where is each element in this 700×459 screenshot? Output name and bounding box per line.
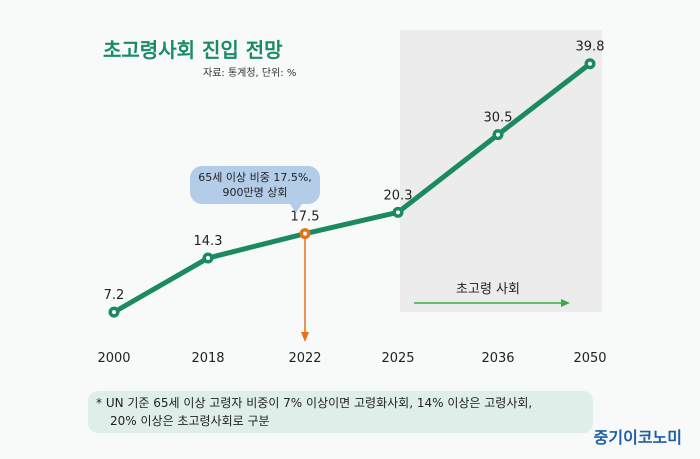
series-line [111,61,593,315]
x-tick-label: 2018 [191,351,224,366]
super-aged-label: 초고령 사회 [456,282,520,297]
data-point-center [303,231,307,236]
data-label: 39.8 [576,40,605,55]
data-label: 17.5 [291,210,320,225]
x-tick-label: 2036 [481,351,514,366]
highlight-drop-arrowhead [301,332,309,342]
x-tick-label: 2025 [381,351,414,366]
callout-line-1: 65세 이상 비중 17.5%, [198,171,312,184]
publisher-logo: 중기이코노미 [593,428,682,447]
footnote-line-2: 20% 이상은 초고령사회로 구분 [110,414,270,428]
data-label: 20.3 [384,188,413,203]
footnote: * UN 기준 65세 이상 고령자 비중이 7% 이상이면 고령화사회, 14… [88,391,593,433]
data-source: 자료: 통계청, 단위: % [203,68,297,79]
data-label: 14.3 [194,234,223,249]
x-tick-label: 2000 [97,351,130,366]
data-label: 30.5 [484,111,513,126]
x-tick-label: 2050 [573,351,606,366]
x-tick-label: 2022 [288,351,321,366]
data-point-center [396,210,400,215]
data-point-center [588,61,592,66]
super-aged-region [400,30,602,312]
super-aged-arrowhead [561,299,570,307]
data-point-center [206,256,210,261]
footnote-line-1: * UN 기준 65세 이상 고령자 비중이 7% 이상이면 고령화사회, 14… [96,396,533,410]
data-point-center [112,310,116,315]
chart-title: 초고령사회 진입 전망 [103,38,283,62]
data-point-center [496,132,500,137]
highlight-callout: 65세 이상 비중 17.5%, 900만명 상회 [190,166,320,213]
callout-line-2: 900만명 상회 [222,186,288,199]
data-label: 7.2 [104,288,125,303]
